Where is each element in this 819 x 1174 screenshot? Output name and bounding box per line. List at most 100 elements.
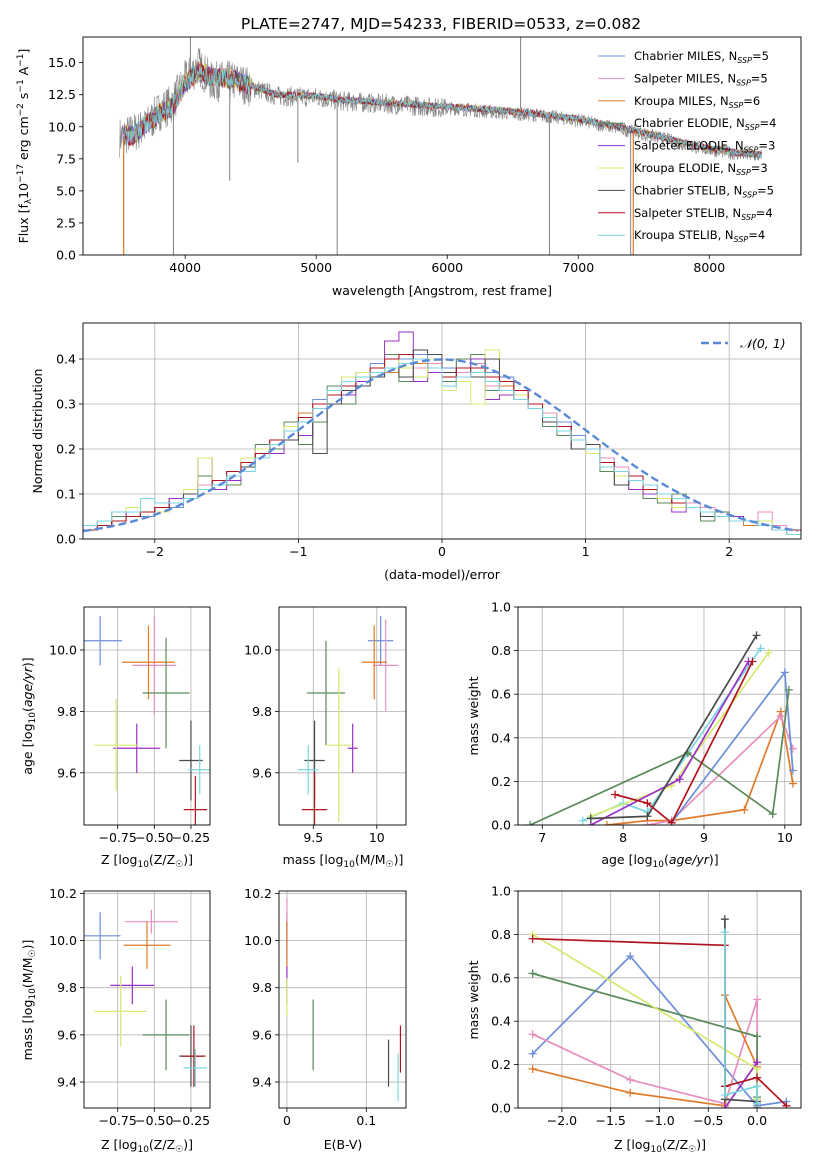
mass-vs-ebv-xlabel-part: E(B-V)	[324, 1137, 363, 1152]
mw-age-ylabel-part: mass weight	[466, 676, 481, 755]
legend-label: Salpeter MILES, NSSP=5	[634, 71, 768, 87]
spectrum-ylabel-part: −1	[16, 54, 26, 67]
spectrum-ytick-label: 7.5	[56, 151, 76, 166]
mw-age-xlabel-part: (	[664, 852, 669, 867]
mw-Z-xlabel-part: )]	[696, 1137, 706, 1152]
legend-label-sub: SSP	[742, 190, 757, 199]
age_vs_mass-ytick-label: 9.6	[252, 765, 272, 780]
mass_weight_vs_Z-series-kroupa_stelib	[724, 932, 758, 1104]
legend-label-tail: =4	[760, 116, 777, 130]
spectrum-ylabel-part: −2	[16, 103, 26, 116]
mass_weight_vs_Z-marker	[753, 1064, 762, 1073]
legend-label: Chabrier MILES, NSSP=5	[634, 49, 769, 65]
mass_weight_vs_age-marker	[756, 644, 765, 653]
legend-label-tail: =3	[751, 161, 768, 175]
age-vs-Z-ylabel-part: age [log	[20, 723, 35, 774]
legend-label-tail: =5	[757, 183, 774, 197]
spectrum-model-salpeter_stelib	[123, 61, 763, 158]
age_vs_Z-plot	[84, 616, 210, 825]
mass_weight_vs_age-series-salpeter_elodie	[590, 661, 750, 825]
residuals-ylabel: Normed distribution	[30, 369, 45, 494]
residuals-axes: −2 −1 0 1 2 0.0 0.1 0.2 0.3 0.4	[56, 323, 801, 559]
mw-Z-xlabel-part: Z [log	[614, 1137, 650, 1152]
legend-label-sub: SSP	[741, 213, 756, 222]
mass-vs-Z-xlabel: Z [log10(Z/Z☉)]	[101, 1137, 193, 1155]
mass_vs_ebv-xtick-label: 0	[283, 1113, 291, 1128]
normal-curve	[83, 358, 799, 533]
mass_vs_ebv-ytick-label: 9.4	[252, 1075, 272, 1090]
mass_weight_vs_Z-ytick-label: 0.6	[491, 970, 511, 985]
mass-vs-Z-ylabel-part: )]	[20, 940, 35, 950]
spectrum-plot	[119, 37, 763, 255]
histogram-series-kroupa_stelib	[83, 358, 801, 535]
legend-label-tail: =4	[756, 206, 773, 220]
mass_weight_vs_Z-marker	[720, 1090, 729, 1099]
mass-vs-ebv-xlabel: E(B-V)	[324, 1137, 363, 1152]
spectrum-frame	[82, 36, 802, 256]
legend-label: Kroupa STELIB, NSSP=4	[634, 228, 765, 244]
legend-label-sub: SSP	[734, 235, 749, 244]
age_vs_mass-xtick-label: 10	[369, 830, 385, 845]
spectrum-xlabel-part: wavelength [Angstrom, rest frame]	[332, 283, 552, 298]
mass_weight_vs_age-marker	[643, 799, 652, 808]
mass_weight_vs_age-xtick-label: 7	[538, 830, 546, 845]
mass_weight_vs_Z-ytick-label: 0.0	[491, 1101, 511, 1116]
legend-label: Salpeter ELODIE, NSSP=3	[634, 139, 775, 155]
spectrum-model-kroupa_stelib	[123, 64, 763, 159]
mass_weight_vs_age-ytick-label: 1.0	[491, 600, 511, 615]
mass_weight_vs_Z-marker	[720, 928, 729, 937]
legend-label-text: Chabrier STELIB, N	[634, 183, 742, 197]
mass_weight_vs_age-marker	[784, 685, 793, 694]
mass_weight_vs_age-ytick-label: 0.4	[491, 730, 511, 745]
age_vs_mass-axes: 9.5 10 9.6 9.8 10.0	[244, 607, 406, 845]
age-vs-Z-ylabel-part: 10	[28, 712, 38, 724]
mass_weight_vs_Z-marker	[528, 1049, 537, 1058]
legend-label-tail: =5	[751, 71, 768, 85]
legend-label-text: Kroupa STELIB, N	[634, 228, 734, 242]
mass-vs-Z-xlabel-part: 10	[137, 1145, 149, 1155]
mass_weight_vs_Z-ytick-label: 0.8	[491, 927, 511, 942]
mass_vs_Z-plot	[84, 909, 208, 1087]
mw-Z-xlabel: Z [log10(Z/Z☉)]	[614, 1137, 706, 1155]
mass_weight_vs_age-frame	[517, 606, 802, 826]
mw-Z-xlabel-part: ☉	[688, 1145, 696, 1155]
mass_weight_vs_age-marker	[643, 812, 652, 821]
mass-vs-Z-xlabel-part: ☉	[175, 1145, 183, 1155]
legend-label-tail: =5	[752, 49, 769, 63]
mass_vs_Z-xtick-label: −0.50	[135, 1113, 173, 1128]
mass_weight_vs_age-marker	[526, 821, 535, 825]
mass_weight_vs_Z-marker	[753, 1073, 762, 1082]
spectrum-xtick-label: 6000	[431, 260, 463, 275]
mass_vs_ebv-xtick-label: 0.1	[356, 1113, 376, 1128]
mass_weight_vs_Z-ytick-label: 1.0	[491, 884, 511, 899]
legend-label-text: Kroupa MILES, N	[634, 94, 729, 108]
mass_vs_Z-xtick-label: −0.75	[99, 1113, 137, 1128]
spectrum-ylabel-part: λ	[24, 198, 34, 204]
residuals-ytick-label: 0.1	[56, 487, 76, 502]
residuals-ylabel-part: Normed distribution	[30, 369, 45, 494]
mass_weight_vs_age-series-chabrier_elodie	[529, 689, 790, 825]
age_vs_mass-ytick-label: 9.8	[252, 704, 272, 719]
age_vs_mass-plot	[298, 616, 399, 825]
mass_weight_vs_age-xtick-label: 8	[619, 830, 627, 845]
age-vs-Z-xlabel-part: (Z/Z	[149, 852, 175, 867]
mass_weight_vs_age-xtick-label: 10	[777, 830, 793, 845]
mass_weight_vs_Z-ytick-label: 0.2	[491, 1057, 511, 1072]
mass_vs_ebv-frame	[278, 890, 407, 1109]
mass_vs_ebv-ytick-label: 9.6	[252, 1027, 272, 1042]
spectrum-ytick-label: 2.5	[56, 215, 76, 230]
legend-label-sub: SSP	[745, 123, 760, 132]
age-vs-mass-xlabel-part: )]	[394, 852, 404, 867]
legend-label-tail: =6	[743, 94, 760, 108]
mass_weight_vs_age-marker	[740, 805, 749, 814]
mass_weight_vs_Z-marker	[753, 995, 762, 1004]
figure-title: PLATE=2747, MJD=54233, FIBERID=0533, z=0…	[241, 15, 641, 33]
residuals-ytick-label: 0.2	[56, 442, 76, 457]
age-vs-Z-xlabel: Z [log10(Z/Z☉)]	[101, 852, 193, 870]
residuals-xlabel: (data-model)/error	[384, 567, 501, 582]
residuals-xtick-label: 1	[582, 544, 590, 559]
mass_weight_vs_age-xtick-label: 9	[700, 830, 708, 845]
mass_weight_vs_age-marker	[643, 821, 652, 825]
residuals-xtick-label: 0	[438, 544, 446, 559]
